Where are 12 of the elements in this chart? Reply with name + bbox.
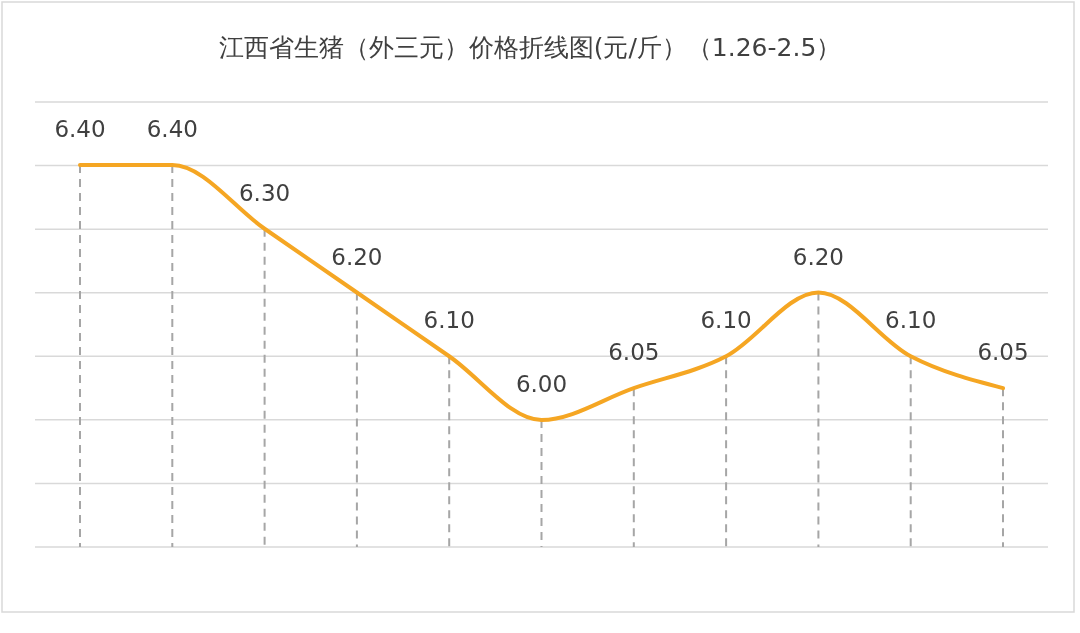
data-label: 6.30 — [238, 179, 291, 206]
data-label: 6.10 — [423, 307, 475, 334]
data-label: 6.05 — [608, 339, 660, 366]
data-label: 6.05 — [977, 339, 1029, 366]
data-label: 6.20 — [331, 243, 383, 270]
data-label: 6.40 — [54, 116, 106, 142]
chart-title: 江西省生猪（外三元）价格折线图(元/斤）（1.26-2.5） — [218, 33, 842, 62]
data-label: 6.10 — [885, 307, 937, 334]
data-label: 6.00 — [515, 371, 568, 397]
data-label: 6.40 — [146, 116, 198, 142]
data-label: 6.20 — [792, 243, 845, 270]
data-label: 6.10 — [700, 307, 752, 334]
